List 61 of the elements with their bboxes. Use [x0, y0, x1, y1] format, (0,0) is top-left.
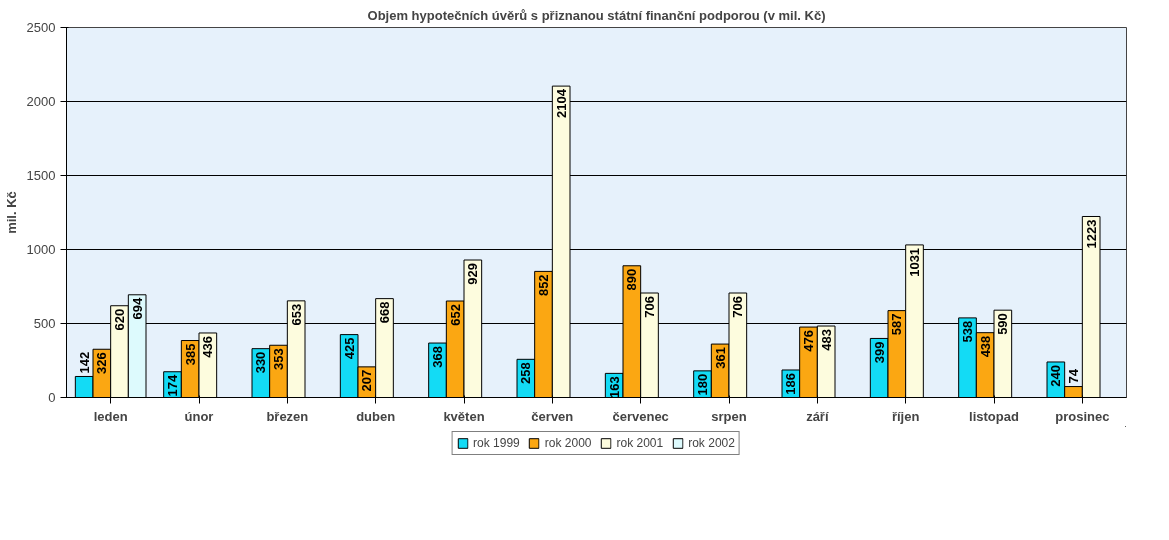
data-label: 174: [165, 373, 180, 397]
data-label: 425: [341, 337, 357, 360]
data-label: 476: [801, 330, 816, 352]
data-label: 385: [182, 343, 198, 366]
data-label: 852: [536, 274, 551, 297]
data-label: 361: [712, 347, 728, 369]
x-tick-label: květen: [443, 408, 485, 424]
data-label: 326: [94, 352, 110, 374]
y-tick-label: 1500: [26, 168, 56, 183]
data-label: 186: [783, 372, 799, 395]
data-label: 706: [642, 296, 657, 318]
data-label: 74: [1066, 368, 1081, 384]
x-tick-label: říjen: [891, 408, 920, 424]
data-label: 706: [730, 296, 746, 318]
x-tick-label: červen: [531, 408, 574, 424]
data-label: 2104: [553, 88, 569, 119]
x-tick-label: leden: [93, 408, 128, 424]
data-label: 399: [871, 341, 887, 364]
x-tick-label: červenec: [612, 408, 669, 424]
data-label: 587: [889, 313, 905, 336]
data-label: 240: [1048, 364, 1064, 387]
x-tick-label: prosinec: [1055, 408, 1110, 424]
data-label: 929: [465, 262, 481, 285]
data-label: 668: [377, 301, 392, 324]
legend-label: rok 2000: [544, 436, 592, 450]
data-label: 483: [818, 329, 834, 351]
y-tick-label: 2000: [26, 94, 56, 109]
data-label: 258: [518, 362, 534, 385]
data-label: 436: [200, 335, 216, 358]
data-label: 142: [76, 351, 92, 374]
x-tick-label: listopad: [969, 408, 1019, 424]
x-tick-label: srpen: [711, 408, 747, 424]
data-label: 1031: [907, 247, 922, 277]
y-tick-label: 0: [48, 390, 56, 405]
y-tick-label: 500: [33, 316, 56, 331]
data-label: 163: [606, 376, 622, 399]
legend-label: rok 1999: [473, 436, 520, 450]
y-axis-title: mil. Kč: [3, 191, 19, 234]
data-label: 590: [995, 313, 1011, 335]
data-label: 694: [129, 297, 145, 320]
data-label: 620: [112, 308, 127, 331]
x-tick-label: září: [806, 408, 829, 424]
x-tick-label: duben: [356, 408, 396, 424]
y-tick-label: 1000: [26, 242, 56, 257]
data-label: 438: [977, 335, 993, 358]
legend-label: rok 2001: [616, 436, 664, 450]
data-label: 207: [359, 369, 375, 392]
chart-title: Objem hypotečních úvěrů s přiznanou státní finanční podporou (v mil. Kč): [367, 7, 826, 23]
data-label: 368: [430, 346, 445, 368]
data-label: 353: [271, 348, 286, 370]
legend-label: rok 2002: [688, 436, 735, 450]
x-tick-label: březen: [266, 408, 309, 424]
data-label: 653: [288, 303, 304, 326]
data-label: 180: [695, 373, 710, 396]
data-label: 1223: [1083, 219, 1099, 249]
data-label: 652: [447, 303, 463, 326]
data-label: 330: [253, 351, 269, 374]
y-tick-label: 2500: [26, 20, 56, 35]
data-label: 890: [624, 268, 640, 291]
x-tick-label: únor: [184, 408, 214, 424]
data-label: 538: [960, 320, 975, 343]
